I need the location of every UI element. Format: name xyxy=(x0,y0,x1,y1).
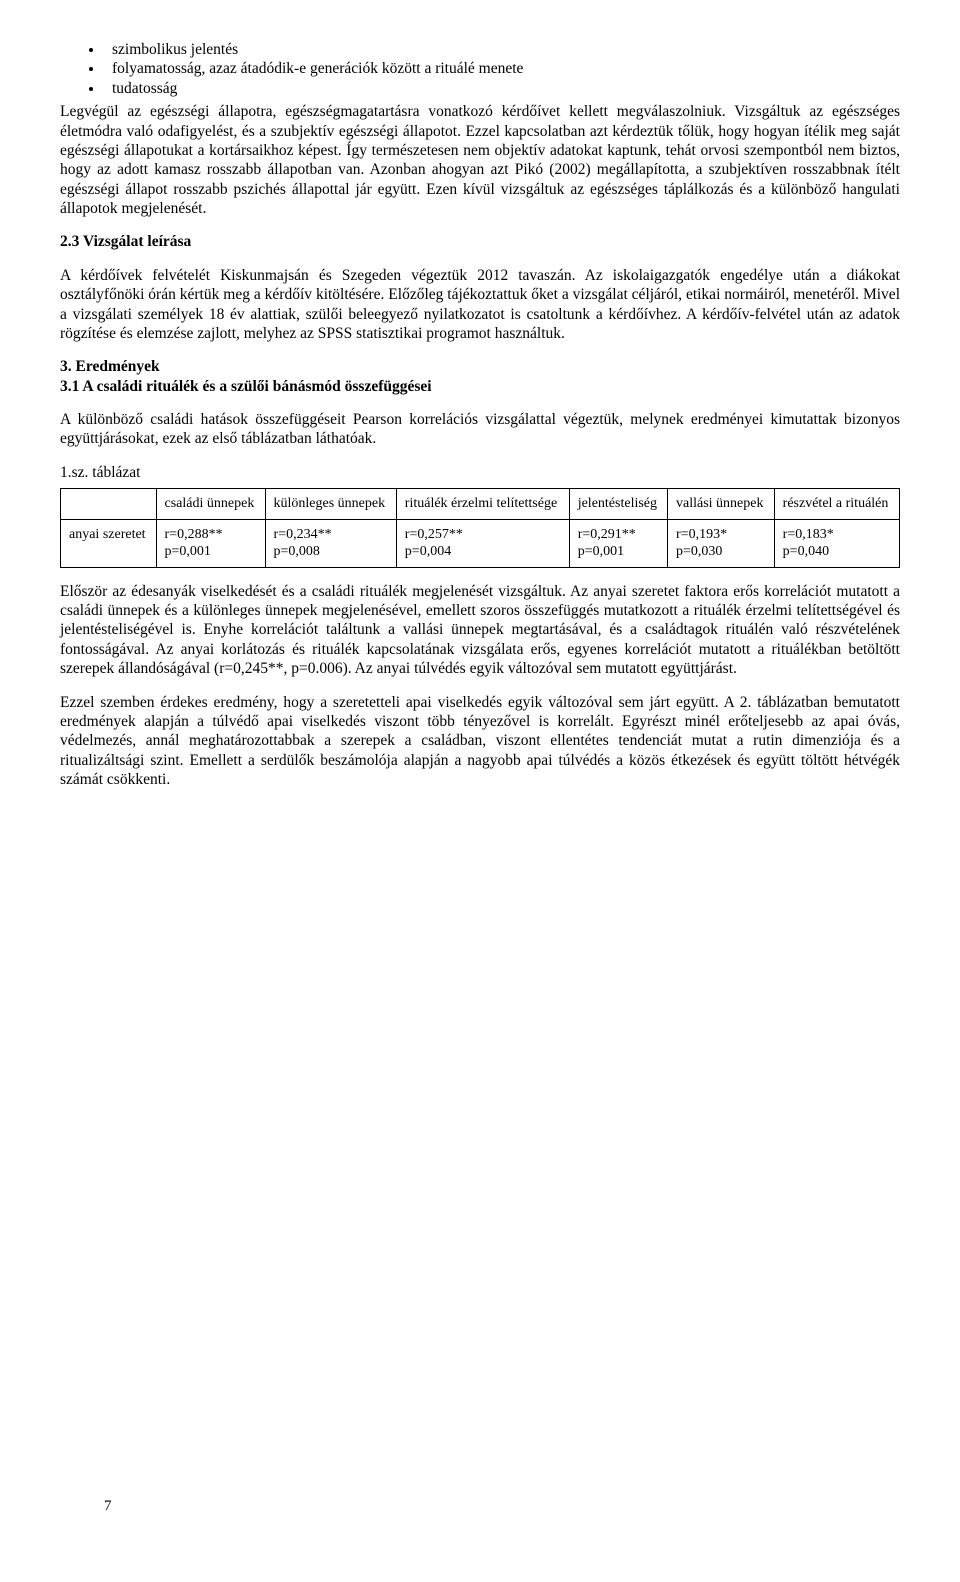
table-caption: 1.sz. táblázat xyxy=(60,463,900,482)
cell-r: r=0,291** xyxy=(578,526,659,544)
table-header-cell: vallási ünnepek xyxy=(668,489,775,520)
table-row: anyai szeretet r=0,288** p=0,001 r=0,234… xyxy=(61,519,900,567)
table-header-row: családi ünnepek különleges ünnepek rituá… xyxy=(61,489,900,520)
cell-r: r=0,288** xyxy=(165,526,257,544)
table-header-cell: részvétel a rituálén xyxy=(774,489,899,520)
cell-p: p=0,001 xyxy=(578,543,659,561)
table-cell: r=0,234** p=0,008 xyxy=(265,519,396,567)
cell-r: r=0,183* xyxy=(783,526,891,544)
cell-p: p=0,008 xyxy=(274,543,388,561)
table-header-cell xyxy=(61,489,157,520)
table-cell: r=0,193* p=0,030 xyxy=(668,519,775,567)
table-header-cell: rituálék érzelmi telítettsége xyxy=(396,489,569,520)
paragraph-intro: Legvégül az egészségi állapotra, egészsé… xyxy=(60,102,900,218)
correlation-table: családi ünnepek különleges ünnepek rituá… xyxy=(60,488,900,568)
cell-p: p=0,040 xyxy=(783,543,891,561)
paragraph-mother: Először az édesanyák viselkedését és a c… xyxy=(60,582,900,679)
table-cell: r=0,288** p=0,001 xyxy=(156,519,265,567)
page-number: 7 xyxy=(104,1497,112,1516)
paragraph-pearson: A különböző családi hatások összefüggése… xyxy=(60,410,900,449)
bullet-item: tudatosság xyxy=(104,79,900,98)
bullet-list: szimbolikus jelentés folyamatosság, azaz… xyxy=(60,40,900,98)
table-cell: r=0,257** p=0,004 xyxy=(396,519,569,567)
paragraph-father: Ezzel szemben érdekes eredmény, hogy a s… xyxy=(60,693,900,790)
bullet-item: szimbolikus jelentés xyxy=(104,40,900,59)
cell-r: r=0,257** xyxy=(405,526,561,544)
table-cell: r=0,291** p=0,001 xyxy=(569,519,667,567)
table-row-label: anyai szeretet xyxy=(61,519,157,567)
cell-p: p=0,030 xyxy=(676,543,766,561)
paragraph-study-desc: A kérdőívek felvételét Kiskunmajsán és S… xyxy=(60,266,900,344)
heading-3-1: 3.1 A családi rituálék és a szülői bánás… xyxy=(60,377,900,396)
cell-r: r=0,193* xyxy=(676,526,766,544)
table-cell: r=0,183* p=0,040 xyxy=(774,519,899,567)
table-header-cell: jelentésteliség xyxy=(569,489,667,520)
cell-p: p=0,004 xyxy=(405,543,561,561)
heading-2-3: 2.3 Vizsgálat leírása xyxy=(60,232,900,251)
cell-p: p=0,001 xyxy=(165,543,257,561)
heading-3: 3. Eredmények xyxy=(60,357,900,376)
table-header-cell: családi ünnepek xyxy=(156,489,265,520)
table-header-cell: különleges ünnepek xyxy=(265,489,396,520)
cell-r: r=0,234** xyxy=(274,526,388,544)
bullet-item: folyamatosság, azaz átadódik-e generáció… xyxy=(104,59,900,78)
